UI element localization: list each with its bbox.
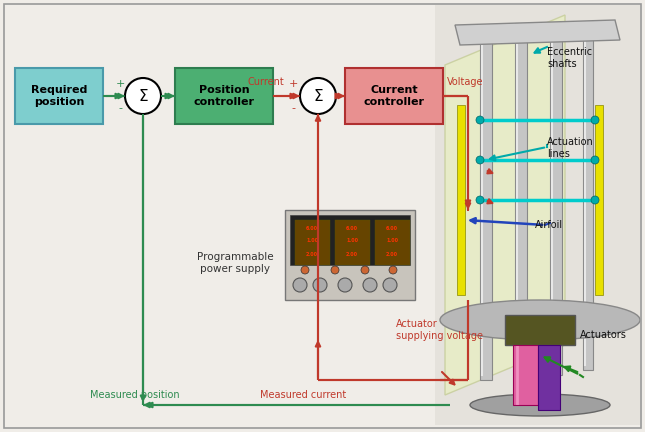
Text: 1.00: 1.00 [346,238,358,244]
FancyBboxPatch shape [285,210,415,300]
FancyBboxPatch shape [538,345,560,410]
FancyBboxPatch shape [480,30,492,380]
FancyBboxPatch shape [345,68,443,124]
FancyBboxPatch shape [513,345,538,405]
Text: Actuator
supplying voltage: Actuator supplying voltage [396,319,483,341]
Text: Programmable
power supply: Programmable power supply [197,252,273,274]
Circle shape [293,278,307,292]
Text: Measured position: Measured position [90,390,179,400]
Circle shape [389,266,397,274]
Circle shape [591,156,599,164]
Text: $\Sigma$: $\Sigma$ [137,88,148,104]
Text: 2.00: 2.00 [306,251,318,257]
Text: -: - [118,103,122,113]
Text: -: - [291,103,295,113]
FancyBboxPatch shape [583,30,593,370]
Circle shape [313,278,327,292]
Circle shape [361,266,369,274]
Text: Current: Current [248,77,284,87]
Text: 6.00: 6.00 [306,226,318,231]
Text: 2.00: 2.00 [386,251,398,257]
FancyBboxPatch shape [595,105,603,295]
Circle shape [301,266,309,274]
Text: Actuators: Actuators [580,330,627,340]
Circle shape [591,196,599,204]
FancyBboxPatch shape [505,315,575,345]
FancyBboxPatch shape [295,220,330,265]
Text: Eccentric
shafts: Eccentric shafts [547,47,592,69]
Text: +: + [288,79,298,89]
Circle shape [591,116,599,124]
Text: 6.00: 6.00 [386,226,398,231]
Circle shape [476,196,484,204]
Circle shape [476,156,484,164]
Text: $\Sigma$: $\Sigma$ [313,88,323,104]
Text: +: + [115,79,124,89]
FancyBboxPatch shape [15,68,103,124]
Ellipse shape [470,394,610,416]
FancyBboxPatch shape [375,220,410,265]
Polygon shape [445,15,565,395]
Circle shape [363,278,377,292]
Circle shape [383,278,397,292]
Circle shape [125,78,161,114]
Text: Measured current: Measured current [260,390,346,400]
Ellipse shape [440,300,640,340]
Text: 1.00: 1.00 [306,238,318,244]
FancyBboxPatch shape [175,68,273,124]
Text: 6.00: 6.00 [346,226,358,231]
Text: Actuation
lines: Actuation lines [547,137,594,159]
Circle shape [476,116,484,124]
Polygon shape [455,20,620,45]
Text: Required
position: Required position [31,85,87,107]
Circle shape [331,266,339,274]
FancyBboxPatch shape [290,215,410,265]
Text: Airfoil: Airfoil [535,220,563,230]
Text: Current
controller: Current controller [364,85,424,107]
Circle shape [338,278,352,292]
FancyBboxPatch shape [515,23,527,375]
FancyBboxPatch shape [435,5,640,425]
FancyBboxPatch shape [550,23,562,375]
Text: 2.00: 2.00 [346,251,358,257]
FancyBboxPatch shape [457,105,465,295]
Text: Voltage: Voltage [447,77,484,87]
Text: 1.00: 1.00 [386,238,398,244]
Circle shape [300,78,336,114]
FancyBboxPatch shape [335,220,370,265]
Text: Position
controller: Position controller [194,85,255,107]
